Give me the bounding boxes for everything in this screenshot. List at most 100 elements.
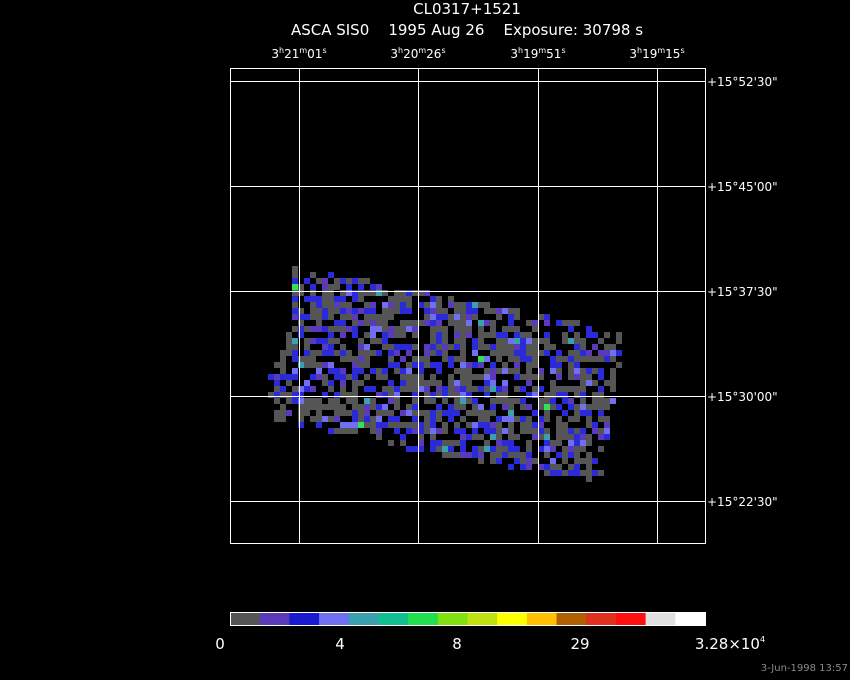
image-pixel — [364, 422, 370, 428]
image-pixel — [526, 338, 532, 344]
image-pixel — [322, 314, 328, 320]
image-pixel — [376, 284, 382, 290]
image-pixel — [586, 404, 592, 410]
image-pixel — [340, 410, 346, 416]
image-pixel — [322, 290, 328, 296]
image-pixel — [406, 344, 412, 350]
image-pixel — [364, 404, 370, 410]
exponent: 4 — [760, 635, 765, 644]
image-pixel — [274, 362, 280, 368]
image-pixel — [376, 422, 382, 428]
image-pixel — [538, 386, 544, 392]
image-pixel — [538, 428, 544, 434]
image-pixel — [454, 380, 460, 386]
ra-unit: m — [538, 46, 546, 55]
image-pixel — [430, 326, 436, 332]
image-pixel — [346, 314, 352, 320]
image-pixel — [370, 284, 376, 290]
image-pixel — [316, 398, 322, 404]
image-pixel — [508, 446, 514, 452]
image-pixel — [514, 368, 520, 374]
image-pixel — [544, 428, 550, 434]
image-pixel — [490, 404, 496, 410]
image-pixel — [310, 338, 316, 344]
image-pixel — [370, 422, 376, 428]
image-pixel — [424, 410, 430, 416]
image-pixel — [316, 422, 322, 428]
image-pixel — [352, 290, 358, 296]
image-pixel — [478, 404, 484, 410]
image-pixel — [418, 356, 424, 362]
image-pixel — [310, 386, 316, 392]
image-pixel — [352, 296, 358, 302]
image-pixel — [460, 344, 466, 350]
image-pixel — [490, 434, 496, 440]
image-pixel — [526, 368, 532, 374]
image-pixel — [556, 464, 562, 470]
image-pixel — [310, 326, 316, 332]
image-pixel — [574, 392, 580, 398]
image-pixel — [496, 422, 502, 428]
image-pixel — [334, 302, 340, 308]
image-pixel — [568, 398, 574, 404]
image-pixel — [298, 392, 304, 398]
ra-value: 3 — [629, 47, 637, 61]
image-pixel — [532, 350, 538, 356]
image-pixel — [508, 368, 514, 374]
image-pixel — [412, 410, 418, 416]
image-pixel — [376, 416, 382, 422]
image-pixel — [304, 404, 310, 410]
image-pixel — [292, 398, 298, 404]
image-pixel — [346, 278, 352, 284]
image-pixel — [430, 416, 436, 422]
image-pixel — [514, 350, 520, 356]
image-pixel — [412, 362, 418, 368]
image-pixel — [484, 386, 490, 392]
image-pixel — [334, 284, 340, 290]
image-pixel — [364, 314, 370, 320]
image-pixel — [490, 446, 496, 452]
image-pixel — [328, 272, 334, 278]
image-pixel — [370, 386, 376, 392]
image-pixel — [478, 458, 484, 464]
image-pixel — [490, 350, 496, 356]
image-pixel — [598, 356, 604, 362]
image-pixel — [430, 422, 436, 428]
image-pixel — [544, 344, 550, 350]
colorbar-swatch — [675, 612, 706, 625]
image-pixel — [340, 302, 346, 308]
ra-label: 3h21m01s — [271, 46, 326, 61]
image-pixel — [520, 458, 526, 464]
image-pixel — [298, 410, 304, 416]
image-pixel — [430, 350, 436, 356]
image-pixel — [352, 368, 358, 374]
colorbar-swatch — [348, 612, 379, 625]
image-pixel — [418, 440, 424, 446]
image-pixel — [562, 452, 568, 458]
image-pixel — [406, 428, 412, 434]
image-pixel — [562, 356, 568, 362]
image-pixel — [382, 374, 388, 380]
image-pixel — [568, 386, 574, 392]
image-pixel — [328, 380, 334, 386]
image-pixel — [286, 392, 292, 398]
image-pixel — [604, 380, 610, 386]
image-pixel — [412, 326, 418, 332]
image-pixel — [460, 356, 466, 362]
image-pixel — [370, 332, 376, 338]
image-pixel — [304, 386, 310, 392]
image-pixel — [484, 302, 490, 308]
image-pixel — [472, 410, 478, 416]
image-pixel — [496, 440, 502, 446]
image-pixel — [484, 428, 490, 434]
image-pixel — [568, 326, 574, 332]
image-pixel — [406, 290, 412, 296]
image-pixel — [598, 434, 604, 440]
ra-unit: m — [418, 46, 426, 55]
image-pixel — [538, 422, 544, 428]
image-pixel — [328, 338, 334, 344]
ra-value: 26 — [426, 47, 441, 61]
image-pixel — [574, 470, 580, 476]
image-pixel — [316, 368, 322, 374]
image-pixel — [562, 434, 568, 440]
